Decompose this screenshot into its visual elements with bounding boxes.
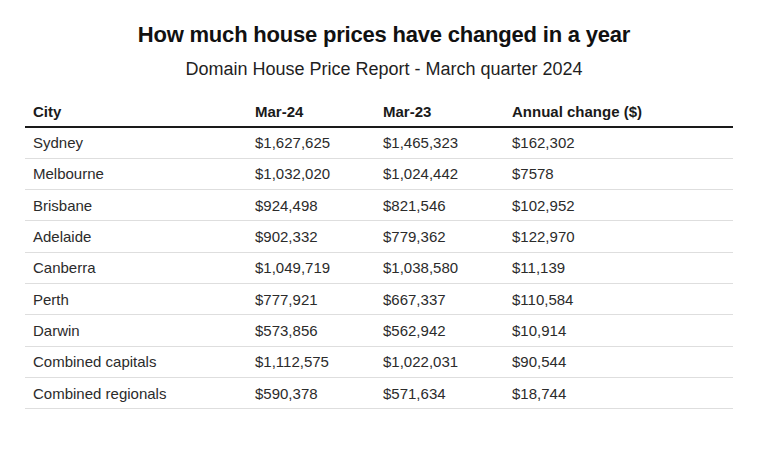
header-annual-change: Annual change ($) [512, 98, 733, 127]
table-row: Brisbane $924,498 $821,546 $102,952 [25, 190, 733, 221]
header-city: City [25, 98, 255, 127]
table-row: Adelaide $902,332 $779,362 $122,970 [25, 221, 733, 252]
cell-city: Canberra [25, 252, 255, 283]
cell-mar24: $924,498 [255, 190, 383, 221]
table-row: Darwin $573,856 $562,942 $10,914 [25, 315, 733, 346]
cell-city: Adelaide [25, 221, 255, 252]
cell-mar24: $1,049,719 [255, 252, 383, 283]
table-header: City Mar-24 Mar-23 Annual change ($) [25, 98, 733, 127]
table-row: Sydney $1,627,625 $1,465,323 $162,302 [25, 127, 733, 158]
house-price-table: City Mar-24 Mar-23 Annual change ($) Syd… [25, 98, 733, 409]
cell-change: $11,139 [512, 252, 733, 283]
cell-change: $10,914 [512, 315, 733, 346]
cell-change: $162,302 [512, 127, 733, 158]
cell-mar23: $1,022,031 [383, 346, 512, 377]
table-row: Melbourne $1,032,020 $1,024,442 $7578 [25, 158, 733, 189]
cell-mar24: $590,378 [255, 377, 383, 408]
cell-change: $18,744 [512, 377, 733, 408]
cell-change: $102,952 [512, 190, 733, 221]
cell-mar24: $1,627,625 [255, 127, 383, 158]
cell-mar23: $562,942 [383, 315, 512, 346]
cell-mar24: $1,112,575 [255, 346, 383, 377]
table-row: Combined capitals $1,112,575 $1,022,031 … [25, 346, 733, 377]
cell-city: Sydney [25, 127, 255, 158]
cell-mar23: $571,634 [383, 377, 512, 408]
cell-city: Brisbane [25, 190, 255, 221]
cell-change: $7578 [512, 158, 733, 189]
cell-mar24: $902,332 [255, 221, 383, 252]
cell-city: Combined capitals [25, 346, 255, 377]
table-row: Perth $777,921 $667,337 $110,584 [25, 283, 733, 314]
table-row: Combined regionals $590,378 $571,634 $18… [25, 377, 733, 408]
header-mar24: Mar-24 [255, 98, 383, 127]
table-body: Sydney $1,627,625 $1,465,323 $162,302 Me… [25, 127, 733, 409]
cell-mar24: $573,856 [255, 315, 383, 346]
cell-mar24: $1,032,020 [255, 158, 383, 189]
cell-city: Darwin [25, 315, 255, 346]
header-mar23: Mar-23 [383, 98, 512, 127]
cell-mar23: $1,024,442 [383, 158, 512, 189]
cell-change: $90,544 [512, 346, 733, 377]
table-row: Canberra $1,049,719 $1,038,580 $11,139 [25, 252, 733, 283]
cell-city: Combined regionals [25, 377, 255, 408]
cell-mar23: $667,337 [383, 283, 512, 314]
cell-city: Perth [25, 283, 255, 314]
cell-change: $110,584 [512, 283, 733, 314]
header-row: City Mar-24 Mar-23 Annual change ($) [25, 98, 733, 127]
page-subtitle: Domain House Price Report - March quarte… [0, 59, 768, 81]
cell-mar23: $779,362 [383, 221, 512, 252]
infographic-page: How much house prices have changed in a … [0, 22, 768, 472]
cell-mar23: $1,038,580 [383, 252, 512, 283]
cell-mar24: $777,921 [255, 283, 383, 314]
cell-city: Melbourne [25, 158, 255, 189]
cell-mar23: $1,465,323 [383, 127, 512, 158]
cell-change: $122,970 [512, 221, 733, 252]
cell-mar23: $821,546 [383, 190, 512, 221]
page-title: How much house prices have changed in a … [0, 22, 768, 48]
